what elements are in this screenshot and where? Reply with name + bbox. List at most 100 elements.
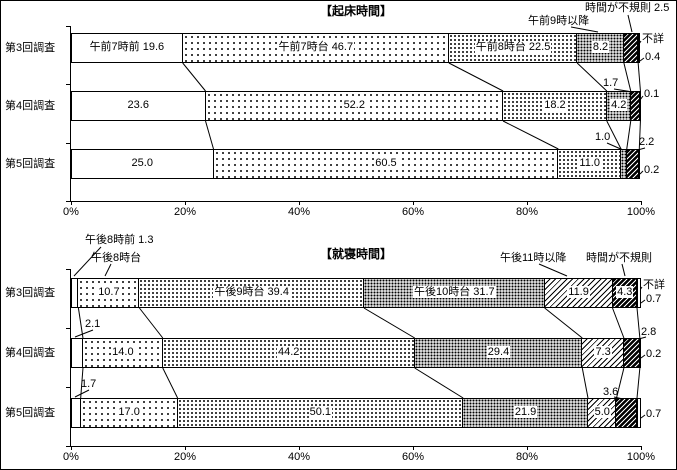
bar-segment	[463, 398, 588, 428]
leader-line	[621, 263, 626, 277]
x-tick-label: 20%	[173, 206, 197, 218]
bar-segment	[183, 33, 449, 63]
x-tick-mark	[71, 446, 72, 450]
bar-segment	[607, 91, 631, 121]
annotation-label: 2.8	[641, 326, 657, 338]
bar-segment	[415, 338, 582, 368]
annotation-label: 1.7	[603, 77, 619, 89]
bar-segment	[621, 149, 627, 179]
y-tick-mark	[66, 269, 70, 270]
y-tick-mark	[66, 328, 70, 329]
annotation-label: 不詳	[643, 279, 665, 291]
bar-segment	[624, 338, 640, 368]
x-tick-mark	[413, 201, 414, 205]
y-axis-line	[70, 269, 71, 446]
annotation-label: 0.1	[644, 88, 660, 100]
y-tick-mark	[66, 26, 70, 27]
series-connector-line	[162, 367, 179, 399]
bar-segment	[582, 338, 624, 368]
bar-segment	[71, 398, 81, 428]
bar-segment	[558, 149, 621, 179]
x-tick-mark	[185, 201, 186, 205]
annotation-label: 3.6	[603, 386, 619, 398]
bar-segment	[638, 33, 640, 63]
x-tick-label: 100%	[626, 451, 656, 463]
bar-segment	[81, 398, 178, 428]
bar-segment	[627, 149, 639, 179]
category-label: 第3回調査	[5, 287, 56, 299]
bar-segment	[71, 338, 83, 368]
annotation-label: 不詳	[642, 33, 664, 45]
series-connector-line	[636, 367, 641, 399]
x-tick-label: 40%	[287, 451, 311, 463]
bar-segment	[503, 91, 607, 121]
x-tick-label: 60%	[401, 206, 425, 218]
y-tick-mark	[66, 142, 70, 144]
bar-segment	[639, 149, 640, 179]
y-tick-mark	[66, 387, 70, 388]
bar-segment	[588, 398, 616, 428]
series-connector-line	[544, 307, 583, 339]
series-connector-line	[502, 120, 559, 150]
series-connector-line	[182, 62, 206, 92]
leader-line	[639, 170, 644, 175]
bar-segment	[631, 91, 640, 121]
series-connector-line	[636, 307, 641, 339]
bar-segment	[71, 33, 183, 63]
x-tick-mark	[413, 446, 414, 450]
x-tick-label: 0%	[63, 451, 79, 463]
series-connector-line	[623, 62, 632, 92]
series-connector-line	[414, 367, 464, 399]
series-connector-line	[77, 307, 84, 339]
sleep-chart-title: 【就寝時間】	[319, 247, 392, 261]
series-connector-line	[581, 367, 589, 399]
x-tick-mark	[641, 201, 642, 205]
bar-segment	[178, 398, 463, 428]
leader-line	[639, 57, 645, 62]
x-tick-mark	[299, 201, 300, 205]
bar-segment	[71, 149, 214, 179]
annotation-label: 0.4	[645, 51, 661, 63]
series-connector-line	[139, 307, 164, 339]
leader-line	[640, 354, 646, 359]
bar-segment	[577, 33, 624, 63]
leader-line	[640, 414, 646, 419]
x-tick-label: 80%	[515, 206, 539, 218]
category-label: 第3回調査	[5, 42, 56, 54]
bar-segment	[206, 91, 503, 121]
bar-segment	[83, 338, 163, 368]
leader-line	[74, 389, 90, 398]
annotation-label: 2.2	[639, 136, 655, 148]
category-label: 第4回調査	[5, 100, 56, 112]
bar-segment	[640, 338, 641, 368]
x-axis-line	[70, 201, 642, 202]
leader-line	[538, 263, 568, 277]
wake-chart-title: 【起床時間】	[319, 4, 392, 18]
y-tick-mark	[66, 84, 70, 86]
bar-segment	[545, 278, 613, 308]
annotation-label: 時間が不規則 2.5	[585, 2, 670, 14]
annotation-label: 午後8時前 1.3	[85, 234, 154, 246]
bar-segment	[616, 398, 637, 428]
bar-segment	[139, 278, 364, 308]
x-tick-label: 100%	[626, 206, 656, 218]
annotation-label: 2.1	[85, 318, 101, 330]
bar-segment	[624, 33, 638, 63]
series-connector-line	[205, 120, 214, 150]
annotation-label: 0.7	[646, 293, 662, 305]
series-connector-line	[626, 120, 632, 150]
x-tick-mark	[527, 201, 528, 205]
bar-segment	[637, 278, 641, 308]
annotation-label: 午後11時以降	[500, 252, 567, 264]
category-label: 第5回調査	[5, 407, 56, 419]
annotation-label: 0.2	[646, 348, 662, 360]
y-axis-line	[70, 26, 71, 201]
bar-segment	[71, 91, 206, 121]
bar-segment	[78, 278, 139, 308]
series-connector-line	[363, 307, 415, 339]
annotation-label: 午前9時以降	[528, 15, 590, 27]
x-tick-mark	[185, 446, 186, 450]
leader-line	[104, 263, 112, 277]
x-tick-label: 20%	[173, 451, 197, 463]
series-connector-line	[612, 307, 625, 339]
